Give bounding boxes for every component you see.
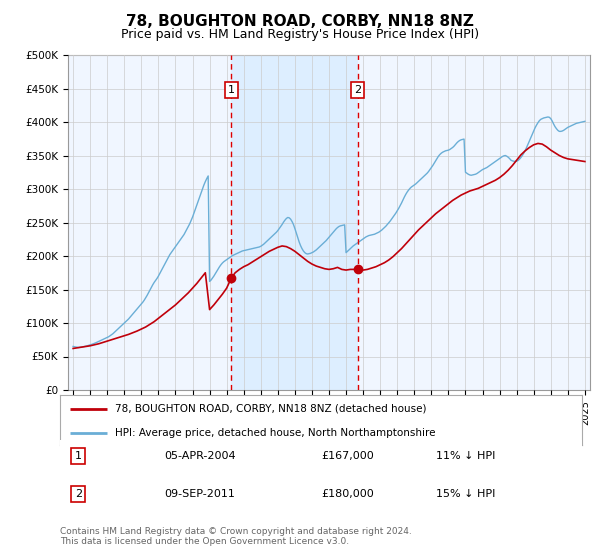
Text: £167,000: £167,000 (321, 451, 374, 461)
Text: Price paid vs. HM Land Registry's House Price Index (HPI): Price paid vs. HM Land Registry's House … (121, 28, 479, 41)
Text: HPI: Average price, detached house, North Northamptonshire: HPI: Average price, detached house, Nort… (115, 427, 436, 437)
Text: 78, BOUGHTON ROAD, CORBY, NN18 8NZ (detached house): 78, BOUGHTON ROAD, CORBY, NN18 8NZ (deta… (115, 404, 427, 413)
Text: 1: 1 (75, 451, 82, 461)
Text: 1: 1 (228, 85, 235, 95)
Text: £180,000: £180,000 (321, 489, 374, 499)
Text: 2: 2 (75, 489, 82, 499)
Text: 78, BOUGHTON ROAD, CORBY, NN18 8NZ: 78, BOUGHTON ROAD, CORBY, NN18 8NZ (126, 14, 474, 29)
Text: 09-SEP-2011: 09-SEP-2011 (164, 489, 235, 499)
Text: Contains HM Land Registry data © Crown copyright and database right 2024.
This d: Contains HM Land Registry data © Crown c… (60, 526, 412, 546)
Text: 05-APR-2004: 05-APR-2004 (164, 451, 236, 461)
Text: 11% ↓ HPI: 11% ↓ HPI (436, 451, 495, 461)
Bar (231, 55, 358, 390)
Text: 2: 2 (354, 85, 361, 95)
Text: 15% ↓ HPI: 15% ↓ HPI (436, 489, 495, 499)
